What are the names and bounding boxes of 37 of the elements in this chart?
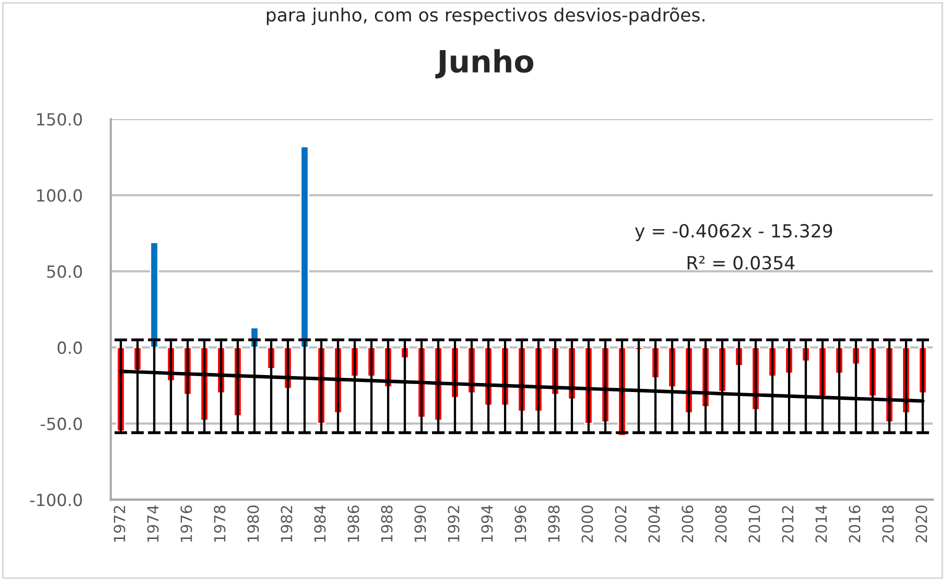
y-tick-label: 100.0 bbox=[37, 189, 82, 202]
y-tick-label: 50.0 bbox=[47, 265, 82, 278]
x-tick-label: 1984 bbox=[314, 505, 326, 542]
y-tick-label: 150.0 bbox=[37, 113, 82, 126]
x-tick-label: 2008 bbox=[715, 506, 727, 542]
x-tick-label: 2018 bbox=[882, 506, 894, 542]
x-tick-label: 1992 bbox=[448, 506, 460, 542]
x-tick-label: 1990 bbox=[414, 506, 426, 542]
y-tick-label: 0.0 bbox=[58, 341, 82, 354]
x-tick-label: 2004 bbox=[648, 505, 660, 542]
x-tick-label: 1994 bbox=[481, 505, 493, 542]
x-tick-label: 1982 bbox=[280, 506, 292, 542]
x-tick-label: 2010 bbox=[748, 506, 760, 542]
x-tick-label: 1974 bbox=[147, 505, 159, 542]
x-tick-label: 1996 bbox=[514, 505, 526, 542]
text: para junho, com os respectivos desvios-padrões. bbox=[266, 7, 704, 26]
x-tick-label: 1978 bbox=[214, 506, 226, 542]
x-tick-label: 1986 bbox=[348, 505, 360, 542]
x-tick-label: 1972 bbox=[114, 506, 126, 542]
chart-title: Junho bbox=[435, 49, 534, 78]
x-tick-label: 1976 bbox=[180, 505, 192, 542]
x-tick-label: 2002 bbox=[614, 506, 626, 542]
x-tick-label: 1988 bbox=[381, 506, 393, 542]
x-tick-label: 2012 bbox=[782, 506, 794, 542]
annotation: R² = 0.0354 bbox=[688, 256, 794, 270]
x-tick-label: 2006 bbox=[682, 505, 694, 542]
annotation: y = -0.4062x - 15.329 bbox=[635, 224, 832, 242]
bar bbox=[150, 242, 159, 348]
x-tick-label: 1980 bbox=[247, 506, 259, 542]
bar bbox=[300, 146, 310, 348]
x-tick-label: 2014 bbox=[815, 505, 827, 542]
x-tick-label: 2016 bbox=[848, 505, 860, 542]
x-tick-label: 2020 bbox=[916, 506, 928, 542]
y-tick-label: -100.0 bbox=[30, 494, 82, 506]
y-tick-label: -50.0 bbox=[40, 418, 82, 430]
x-tick-label: 1998 bbox=[548, 506, 560, 542]
x-tick-label: 2000 bbox=[582, 506, 594, 542]
